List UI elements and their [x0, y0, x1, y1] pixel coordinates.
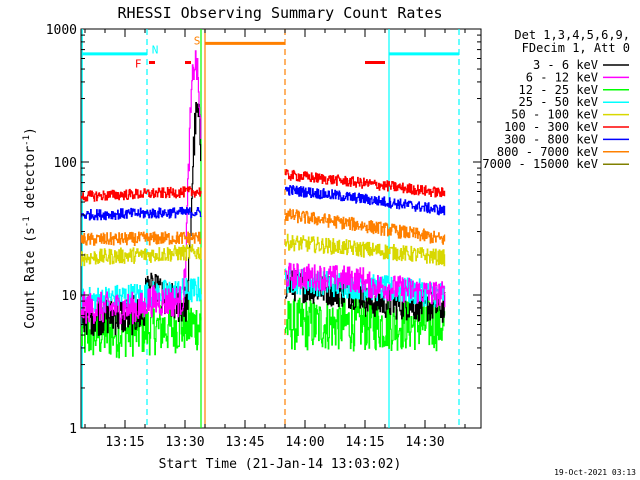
- legend-label: 25 - 50 keV: [519, 95, 598, 109]
- legend: Det 1,3,4,5,6,9, FDecim 1, Att 0 3 - 6 k…: [482, 28, 630, 171]
- y-axis-label-sup: -1: [22, 135, 32, 146]
- legend-label: 12 - 25 keV: [519, 83, 598, 97]
- legend-label: 6 - 12 keV: [526, 70, 598, 84]
- legend-label: 50 - 100 keV: [511, 108, 598, 122]
- legend-label: 100 - 300 keV: [504, 120, 598, 134]
- series-line: [81, 231, 202, 246]
- series-line: [285, 297, 446, 352]
- series-line: [365, 271, 446, 308]
- y-axis-label-part: ): [23, 127, 38, 135]
- legend-label: 3 - 6 keV: [533, 58, 598, 72]
- series-line: [81, 186, 202, 202]
- y-tick-labels: 1 10 100 1000: [46, 23, 77, 437]
- legend-label: 800 - 7000 keV: [497, 145, 598, 159]
- status-bars: N S F: [82, 34, 459, 71]
- bar-label: F: [135, 58, 142, 71]
- y-axis-label-part: Count Rate (s: [23, 227, 38, 329]
- bar-label: S: [194, 34, 201, 47]
- series-line: [285, 208, 446, 245]
- y-axis-label: Count Rate (s-1 detector-1): [22, 127, 38, 329]
- date-stamp: 19-Oct-2021 03:13: [554, 468, 636, 477]
- series-line: [81, 299, 202, 359]
- x-tick-labels: 13:15 13:30 13:45 14:00 14:15 14:30: [105, 435, 444, 450]
- series-line: [285, 185, 446, 216]
- x-tick-label: 13:15: [105, 435, 144, 450]
- y-tick-label: 1: [69, 422, 77, 437]
- bar-label: N: [152, 44, 159, 57]
- series-line: [81, 291, 146, 325]
- series-line: [81, 206, 202, 221]
- x-tick-label: 13:30: [165, 435, 204, 450]
- legend-label: 7000 - 15000 keV: [482, 157, 598, 171]
- x-tick-label: 14:15: [345, 435, 384, 450]
- legend-header-line: FDecim 1, Att 0: [522, 41, 630, 55]
- series-line: [285, 169, 446, 198]
- x-tick-label: 14:00: [285, 435, 324, 450]
- y-axis-label-part: detector: [23, 146, 38, 217]
- plot-frame: [80, 28, 482, 429]
- series-line: [81, 244, 202, 267]
- vertical-markers: [81, 29, 460, 428]
- series-line: [285, 262, 366, 293]
- legend-label: 300 - 800 keV: [504, 132, 598, 146]
- x-axis-label: Start Time (21-Jan-14 13:03:02): [159, 457, 402, 472]
- chart-title: RHESSI Observing Summary Count Rates: [117, 4, 442, 22]
- x-tick-label: 13:45: [225, 435, 264, 450]
- axis-ticks: [81, 29, 481, 429]
- y-axis-label-sup: -1: [22, 216, 32, 227]
- y-tick-label: 100: [54, 156, 77, 171]
- y-tick-label: 10: [61, 289, 77, 304]
- plot-area: N S F: [80, 28, 482, 429]
- legend-header-line: Det 1,3,4,5,6,9,: [514, 28, 630, 42]
- y-tick-label: 1000: [46, 23, 77, 38]
- series-line: [145, 50, 202, 318]
- series-lines: [81, 50, 446, 359]
- series-line: [285, 233, 446, 267]
- x-tick-label: 14:30: [405, 435, 444, 450]
